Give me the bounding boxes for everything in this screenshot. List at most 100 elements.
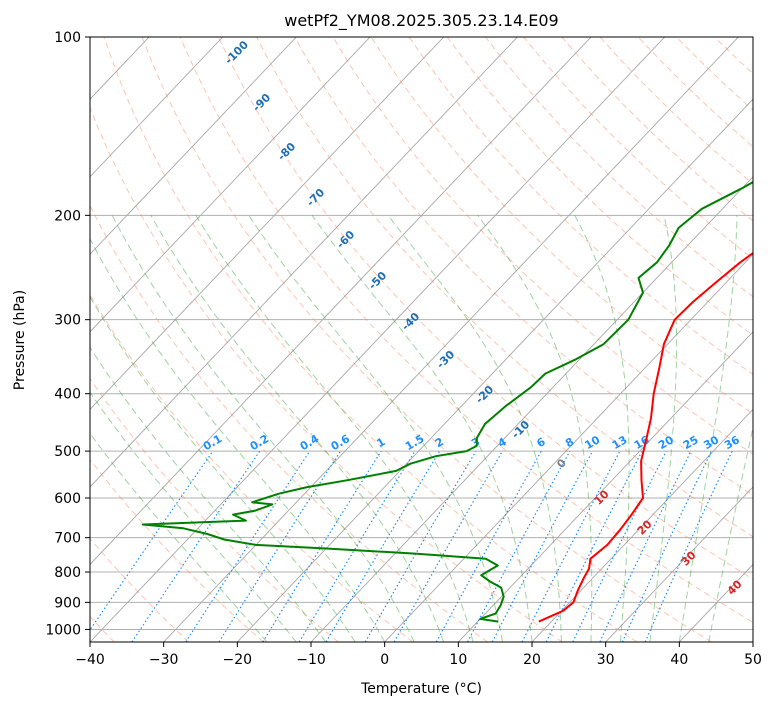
mixing-ratio-label: 2 <box>433 435 446 450</box>
dry-adiabat-line <box>90 293 414 642</box>
mixing-ratio-label: 20 <box>656 433 676 452</box>
dry-adiabat-line <box>90 537 190 642</box>
y-tick-label: 400 <box>54 387 81 403</box>
mixing-ratio-line <box>131 450 261 642</box>
dewpoint-trace <box>141 180 753 623</box>
background-lines <box>0 37 753 642</box>
y-tick-label: 800 <box>54 565 81 581</box>
mixing-ratio-line <box>545 450 643 642</box>
mixing-ratio-line <box>364 450 477 642</box>
x-tick-label: 30 <box>597 652 615 668</box>
dry-adiabat-line <box>637 37 753 148</box>
y-tick-label: 600 <box>54 491 81 507</box>
isotherm-line <box>163 37 739 642</box>
isotherm-line <box>90 37 666 642</box>
plot-frame <box>89 36 754 643</box>
dry-adiabat-label: -90 <box>250 91 273 114</box>
dry-adiabat-line <box>217 37 753 580</box>
mixing-ratio-label: 0.1 <box>201 432 224 453</box>
mixing-ratio-label: 10 <box>582 433 602 452</box>
moist-adiabat-line <box>111 215 415 642</box>
y-tick-label: 700 <box>54 531 81 547</box>
moist-adiabat-line <box>387 214 562 642</box>
moist-adiabat-line <box>90 237 386 642</box>
dry-adiabat-label: -20 <box>473 383 496 406</box>
x-tick-label: 10 <box>449 652 467 668</box>
x-tick-label: −20 <box>223 652 253 668</box>
isotherm-line <box>531 408 753 642</box>
moist-adiabat-line <box>311 215 533 642</box>
dry-adiabat-label: -80 <box>275 140 298 163</box>
mixing-ratio-line <box>572 450 667 642</box>
y-tick-label: 300 <box>54 313 81 329</box>
moist-adiabat-line <box>90 432 268 642</box>
dry-adiabat-line <box>561 37 753 222</box>
dry-adiabat-label: 40 <box>725 577 745 597</box>
mixing-ratio-label: 25 <box>681 433 701 452</box>
dry-adiabat-label: -100 <box>222 38 251 67</box>
mixing-ratio-label: 6 <box>535 435 548 450</box>
mixing-ratio-label: 0.4 <box>298 432 322 453</box>
isotherm-line <box>384 253 753 642</box>
isotherm-line <box>605 486 753 642</box>
isotherm-line <box>90 37 297 255</box>
mixing-ratio-line <box>298 450 416 642</box>
dry-adiabat-line <box>714 37 753 75</box>
isotherm-line <box>90 37 518 488</box>
dry-adiabat-line <box>408 37 753 375</box>
dry-adiabat-label: 10 <box>592 487 612 507</box>
dry-adiabat-line <box>103 37 638 642</box>
mixing-ratio-label: 30 <box>701 433 721 452</box>
dry-adiabat-label: -50 <box>366 269 389 292</box>
isotherm-line <box>310 176 753 642</box>
dry-adiabat-line <box>446 37 753 336</box>
moist-adiabat-line <box>195 215 474 642</box>
mixing-ratio-line <box>599 450 692 642</box>
x-tick-label: −30 <box>149 652 179 668</box>
isotherm-line <box>90 37 224 178</box>
line-labels: -100-90-80-70-60-50-40-30-20-10010203040… <box>201 38 745 598</box>
isotherm-line <box>90 37 592 566</box>
isotherm-line <box>237 98 753 642</box>
mixing-ratio-label: 4 <box>496 435 509 450</box>
moist-adiabat-line <box>248 215 503 642</box>
x-tick-label: 0 <box>380 652 389 668</box>
dry-adiabat-label: -60 <box>334 228 357 251</box>
dry-adiabat-line <box>90 458 264 642</box>
moist-adiabat-line <box>678 215 738 642</box>
dry-adiabat-line <box>179 37 753 623</box>
moist-adiabat-line <box>574 215 630 642</box>
x-tick-label: 40 <box>670 652 688 668</box>
isotherm-line <box>90 37 371 333</box>
y-tick-label: 100 <box>54 30 81 46</box>
y-tick-label: 1000 <box>45 622 81 638</box>
moist-adiabat-line <box>477 215 593 642</box>
x-tick-label: 50 <box>744 652 762 668</box>
dry-adiabat-label: 30 <box>679 548 699 568</box>
sounding-traces <box>141 180 753 623</box>
moist-adiabat-line <box>90 295 356 642</box>
dry-adiabat-line <box>332 37 753 455</box>
dry-adiabat-line <box>752 37 753 39</box>
mixing-ratio-label: 13 <box>610 433 630 452</box>
y-axis-label: Pressure (hPa) <box>12 290 28 390</box>
mixing-ratio-line <box>262 450 382 642</box>
dry-adiabat-line <box>294 37 753 496</box>
mixing-ratio-line <box>466 450 571 642</box>
mixing-ratio-line <box>325 450 441 642</box>
dry-adiabat-line <box>90 377 339 642</box>
moist-adiabat-line <box>708 424 753 642</box>
dry-adiabat-label: 20 <box>635 517 655 537</box>
mixing-ratio-line <box>90 450 214 631</box>
temperature-trace <box>538 251 753 623</box>
isotherm-line <box>458 331 753 642</box>
x-axis-label: Temperature (°C) <box>360 681 482 697</box>
isotherm-line <box>0 37 2 642</box>
dry-adiabat-label: 0 <box>554 456 569 471</box>
mixing-ratio-line <box>435 450 542 642</box>
mixing-ratio-label: 0.2 <box>248 432 271 453</box>
mixing-ratio-line <box>185 450 311 642</box>
dry-adiabat-line <box>523 37 753 260</box>
x-tick-label: −10 <box>296 652 326 668</box>
